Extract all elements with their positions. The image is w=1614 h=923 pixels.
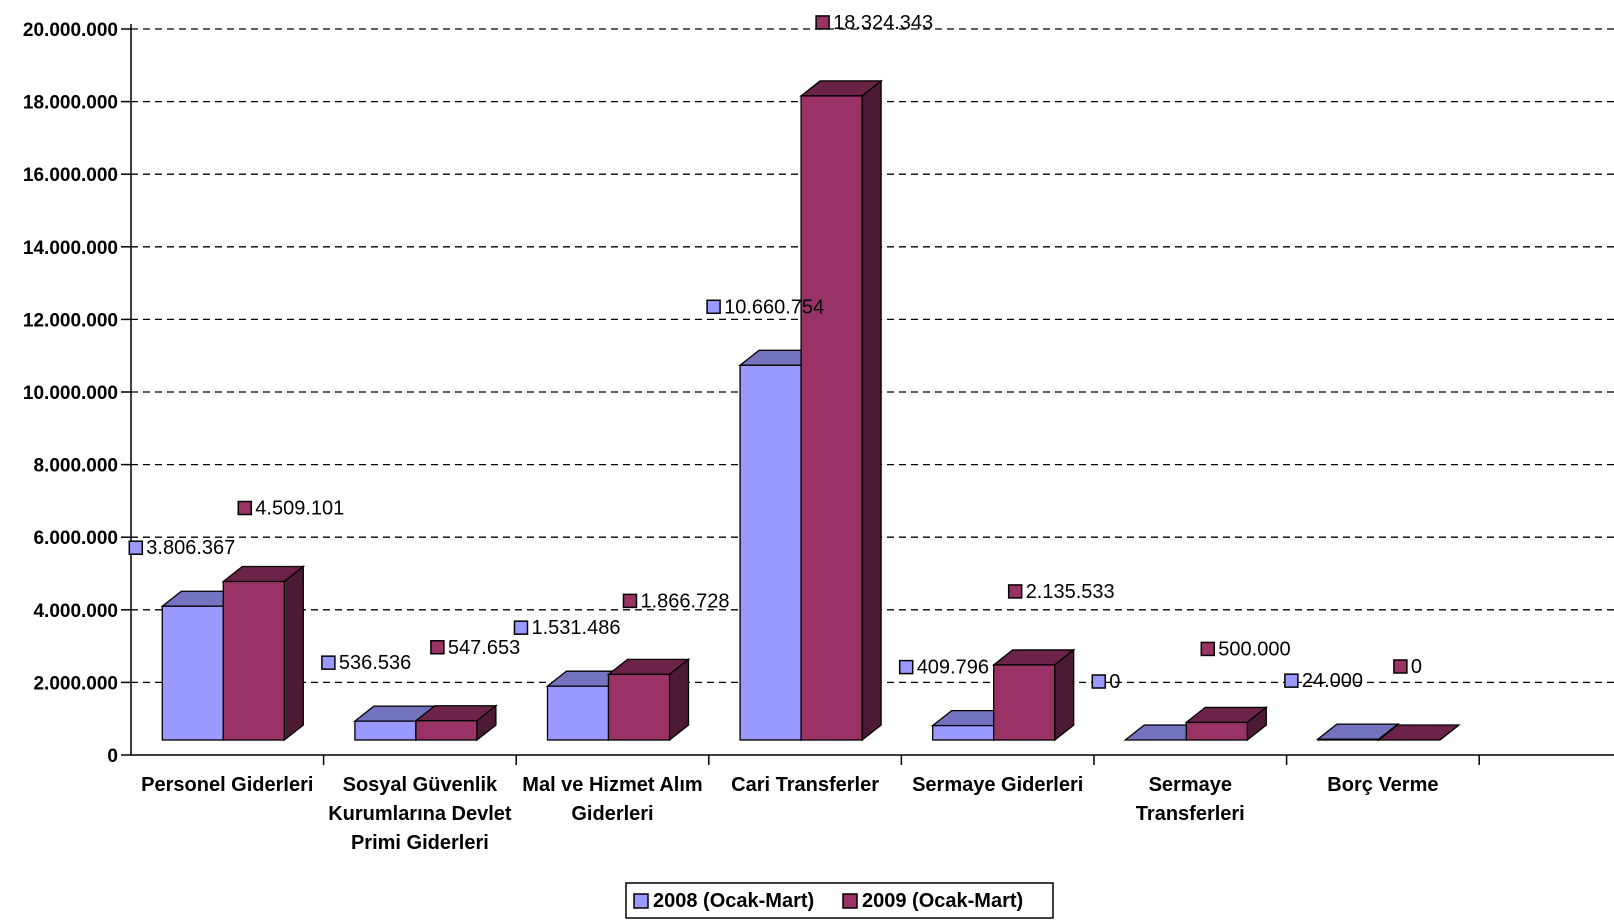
bar-side-face xyxy=(1439,724,1460,741)
data-label-marker xyxy=(237,500,253,516)
axis-layer: 0 2.000.000 4.000.000 6.000.000 8.000.000 10.… xyxy=(23,20,1614,854)
bar-front-face xyxy=(415,720,478,741)
bar-front-face xyxy=(1185,721,1248,741)
y-tick-label: 14.000.000 xyxy=(23,238,118,259)
data-label: 500.000 xyxy=(1200,638,1291,660)
data-label: 0 xyxy=(1393,656,1422,678)
data-label-text: 0 xyxy=(1109,671,1120,693)
data-label-text: 2.135.533 xyxy=(1026,581,1115,603)
x-category-label: Mal ve Hizmet Alım Giderleri xyxy=(522,774,702,825)
y-tick-label: 8.000.000 xyxy=(33,456,118,477)
bar-front-face xyxy=(222,580,285,741)
bar-front-face xyxy=(1317,738,1380,741)
x-category-label: Sermaye Transferleri xyxy=(1136,774,1245,825)
bar-front-face xyxy=(354,720,417,741)
bar-front-face xyxy=(800,95,863,741)
data-label-marker xyxy=(513,620,529,635)
data-label-text: 3.806.367 xyxy=(146,537,235,559)
bar-front-face xyxy=(932,724,995,741)
data-label-text: 4.509.101 xyxy=(255,498,344,520)
bar-front-face xyxy=(739,364,802,741)
bar-side-face xyxy=(861,79,882,742)
y-tick-label: 18.000.000 xyxy=(23,93,118,114)
y-tick-label: 2.000.000 xyxy=(33,673,118,694)
data-label-marker xyxy=(815,15,830,30)
data-label: 0 xyxy=(1091,671,1120,693)
bar-side-face xyxy=(668,658,690,742)
data-label-text: 536.536 xyxy=(339,652,411,674)
label-layer: 3.806.367 4.509.101 536.536 547.653 1.531.48… xyxy=(128,12,1422,693)
data-label-marker xyxy=(706,299,721,315)
bar-front-face xyxy=(161,605,224,741)
data-label: 4.509.101 xyxy=(237,498,344,520)
legend-swatch-2008 xyxy=(633,893,649,909)
data-label-marker xyxy=(1007,584,1023,599)
x-category-label: Sermaye Giderleri xyxy=(912,774,1083,796)
data-label: 409.796 xyxy=(898,657,989,679)
y-tick-label: 0 xyxy=(107,746,118,767)
data-label: 18.324.343 xyxy=(815,12,933,34)
data-label: 3.806.367 xyxy=(128,537,235,559)
data-label-marker xyxy=(1091,674,1107,689)
data-label-text: 24.000 xyxy=(1302,670,1363,692)
bar-2009 xyxy=(414,704,498,742)
bar-layer xyxy=(160,79,1461,742)
legend-label-2009: 2009 (Ocak-Mart) xyxy=(862,890,1023,912)
data-label-marker xyxy=(128,540,144,555)
bar-2009 xyxy=(606,658,691,742)
y-tick-label: 16.000.000 xyxy=(23,165,118,186)
data-label-text: 409.796 xyxy=(917,657,989,679)
y-tick-label: 20.000.000 xyxy=(23,20,118,41)
data-label: 536.536 xyxy=(321,652,411,674)
legend: 2008 (Ocak-Mart) 2009 (Ocak-Mart) xyxy=(625,882,1054,919)
data-label-marker xyxy=(1393,659,1408,674)
y-tick-label: 12.000.000 xyxy=(23,310,118,331)
data-label: 547.653 xyxy=(430,637,520,659)
data-label: 1.866.728 xyxy=(622,590,729,612)
data-label-text: 1.531.486 xyxy=(531,617,620,639)
data-label-text: 547.653 xyxy=(448,637,520,659)
bar-2009 xyxy=(221,565,306,742)
bar-front-face xyxy=(546,685,610,741)
data-label-text: 10.660.754 xyxy=(724,296,824,318)
data-label-marker xyxy=(898,659,914,675)
data-label-text: 18.324.343 xyxy=(833,12,933,34)
x-category-label: Cari Transferler xyxy=(731,774,879,796)
data-label-text: 0 xyxy=(1411,656,1422,678)
bar-front-face xyxy=(607,673,671,741)
data-label-text: 500.000 xyxy=(1218,638,1290,660)
legend-swatch-2009 xyxy=(842,893,858,909)
y-tick-label: 4.000.000 xyxy=(33,601,118,622)
x-category-label: Sosyal Güvenlik Kurumlarına Devlet Primi G… xyxy=(328,774,512,854)
data-label: 2.135.533 xyxy=(1007,581,1115,603)
data-label: 10.660.754 xyxy=(706,296,824,318)
data-label-marker xyxy=(622,593,638,609)
y-tick-label: 10.000.000 xyxy=(23,383,118,404)
x-category-label: Personel Giderleri xyxy=(141,774,313,796)
data-label-text: 1.866.728 xyxy=(640,590,729,612)
bar-2009 xyxy=(991,648,1076,742)
data-label-marker xyxy=(430,640,445,655)
bar-2009 xyxy=(1377,724,1461,741)
bar-side-face xyxy=(1054,648,1075,742)
data-label: 24.000 xyxy=(1284,670,1363,692)
bar-2009 xyxy=(799,79,883,742)
y-tick-label: 6.000.000 xyxy=(33,528,118,549)
data-label-marker xyxy=(1200,641,1216,657)
bar-side-face xyxy=(283,565,304,742)
x-category-label: Borç Verme xyxy=(1327,774,1438,796)
legend-label-2008: 2008 (Ocak-Mart) xyxy=(653,890,814,912)
data-label: 1.531.486 xyxy=(513,617,620,639)
data-label-marker xyxy=(321,655,336,670)
data-label-marker xyxy=(1284,673,1299,688)
legend-box xyxy=(625,882,1054,919)
bar-front-face xyxy=(993,664,1056,741)
bar-2009 xyxy=(1184,706,1269,742)
